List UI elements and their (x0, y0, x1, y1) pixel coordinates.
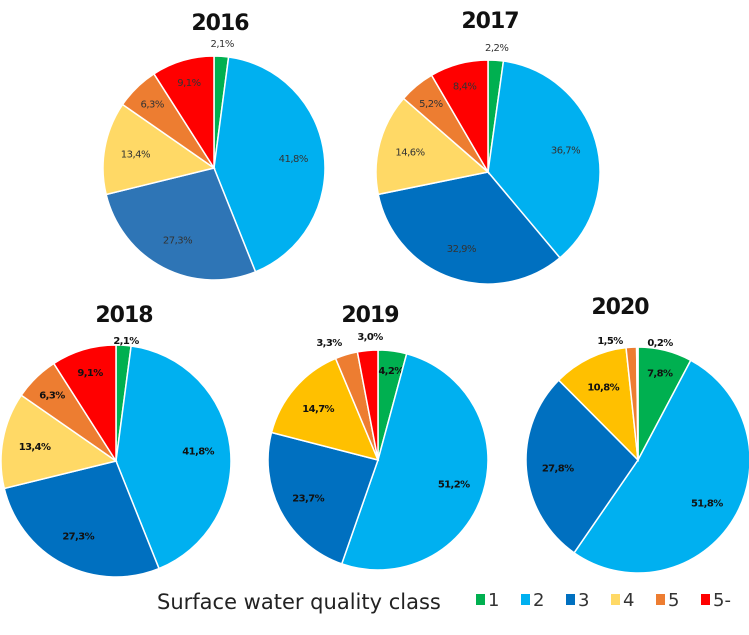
slice-class-5- (635, 346, 639, 461)
slice-class-3 (377, 171, 561, 285)
slice-class-3 (105, 167, 257, 281)
legend-title: Surface water quality class (157, 590, 441, 614)
data-label: 3,0% (357, 332, 383, 343)
data-label: 41,8% (182, 447, 214, 458)
slice-class-2 (340, 352, 489, 571)
data-label: 41,8% (279, 154, 308, 165)
data-label: 14,7% (302, 404, 334, 415)
legend-swatch-5- (701, 594, 710, 605)
slice-class-5- (356, 349, 379, 461)
pie-2018: 2018 2,1% 41,8% 27,3% 13,4% 6,3% 9,1% (0, 303, 232, 578)
data-label: 1,5% (597, 336, 623, 347)
slice-class-2 (115, 345, 232, 570)
legend: Surface water quality class 1 2 3 4 5 5- (157, 590, 731, 614)
data-label: 6,3% (39, 390, 65, 401)
data-label: 13,4% (19, 442, 51, 453)
data-label: 32,9% (447, 244, 476, 255)
slice-class-3 (267, 431, 379, 565)
data-label: 9,1% (77, 368, 103, 379)
pie-title: 2018 (95, 303, 152, 328)
legend-label-2: 2 (533, 590, 544, 611)
slice-class-3 (525, 379, 639, 554)
data-label: 2,2% (485, 43, 508, 54)
slice-class-2 (487, 60, 601, 259)
pie-title: 2016 (191, 11, 249, 36)
data-label: 51,2% (438, 479, 470, 490)
data-label: 27,8% (542, 463, 574, 474)
data-label: 0,2% (647, 338, 673, 349)
data-label: 27,3% (163, 236, 192, 247)
data-label: 3,3% (316, 338, 342, 349)
slice-class-5- (152, 55, 215, 171)
data-label: 7,8% (647, 368, 673, 379)
slice-class-4 (270, 357, 380, 462)
pie-2017: 2017 2,2% 36,7% 32,9% 14,6% 5,2% 8,4% (375, 9, 601, 285)
data-label: 2,1% (113, 336, 139, 347)
legend-label-5: 5 (668, 590, 679, 611)
data-label: 51,8% (691, 498, 723, 509)
pie-2020: 2020 7,8% 51,8% 27,8% 10,8% 1,5% 0,2% (525, 295, 749, 574)
slice-class-4 (102, 103, 216, 196)
slice-class-2 (573, 359, 749, 574)
legend-label-5-: 5- (713, 590, 731, 611)
data-label: 23,7% (292, 493, 324, 504)
data-label: 13,4% (121, 149, 150, 160)
data-label: 14,6% (395, 147, 424, 158)
data-label: 4,2% (378, 366, 404, 377)
data-label: 10,8% (587, 383, 619, 394)
legend-swatch-2 (521, 594, 530, 605)
pie-2016: 2016 2,1% 41,8% 27,3% 13,4% 6,3% 9,1% (102, 11, 326, 281)
data-label: 36,7% (551, 146, 580, 157)
pie-title: 2020 (591, 295, 649, 320)
data-label: 5,2% (419, 99, 442, 110)
slice-class-5- (52, 344, 117, 464)
legend-label-4: 4 (623, 590, 634, 611)
data-label: 6,3% (140, 100, 163, 111)
pie-title: 2017 (461, 9, 518, 34)
legend-swatch-3 (566, 594, 575, 605)
data-label: 9,1% (177, 78, 200, 89)
legend-swatch-4 (611, 594, 620, 605)
pie-2019: 2019 4,2% 51,2% 23,7% 14,7% 3,3% 3,0% (267, 303, 489, 571)
slice-class-2 (213, 56, 326, 273)
slice-class-4 (375, 97, 490, 196)
slice-class-4 (557, 346, 639, 463)
data-label: 8,4% (453, 82, 476, 93)
data-label: 27,3% (62, 531, 94, 542)
legend-label-3: 3 (578, 590, 589, 611)
slice-class-5- (430, 59, 489, 175)
legend-swatch-1 (476, 594, 485, 605)
legend-swatch-5 (656, 594, 665, 605)
data-label: 2,1% (210, 39, 233, 50)
legend-label-1: 1 (488, 590, 499, 611)
slice-class-3 (3, 460, 160, 578)
slice-class-4 (0, 394, 118, 490)
pie-title: 2019 (341, 303, 398, 328)
